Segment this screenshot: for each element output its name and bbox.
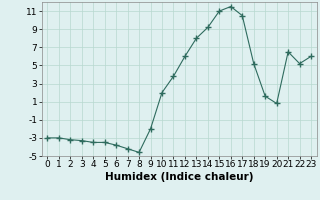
X-axis label: Humidex (Indice chaleur): Humidex (Indice chaleur) bbox=[105, 172, 253, 182]
